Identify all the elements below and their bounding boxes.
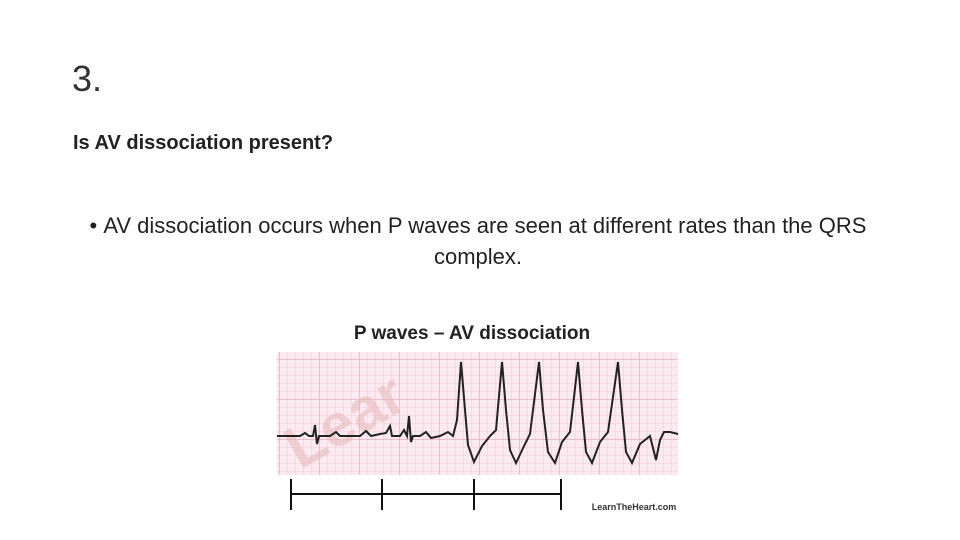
heading: Is AV dissociation present?: [73, 132, 334, 154]
ecg-trace: [277, 361, 679, 466]
figure-title: P waves – AV dissociation: [354, 323, 590, 344]
slide-number: 3.: [72, 58, 103, 99]
interval-bars: [290, 479, 562, 510]
figure-credit: LearnTheHeart.com: [592, 502, 677, 512]
bullet-text: AV dissociation occurs when P waves are …: [72, 210, 884, 272]
